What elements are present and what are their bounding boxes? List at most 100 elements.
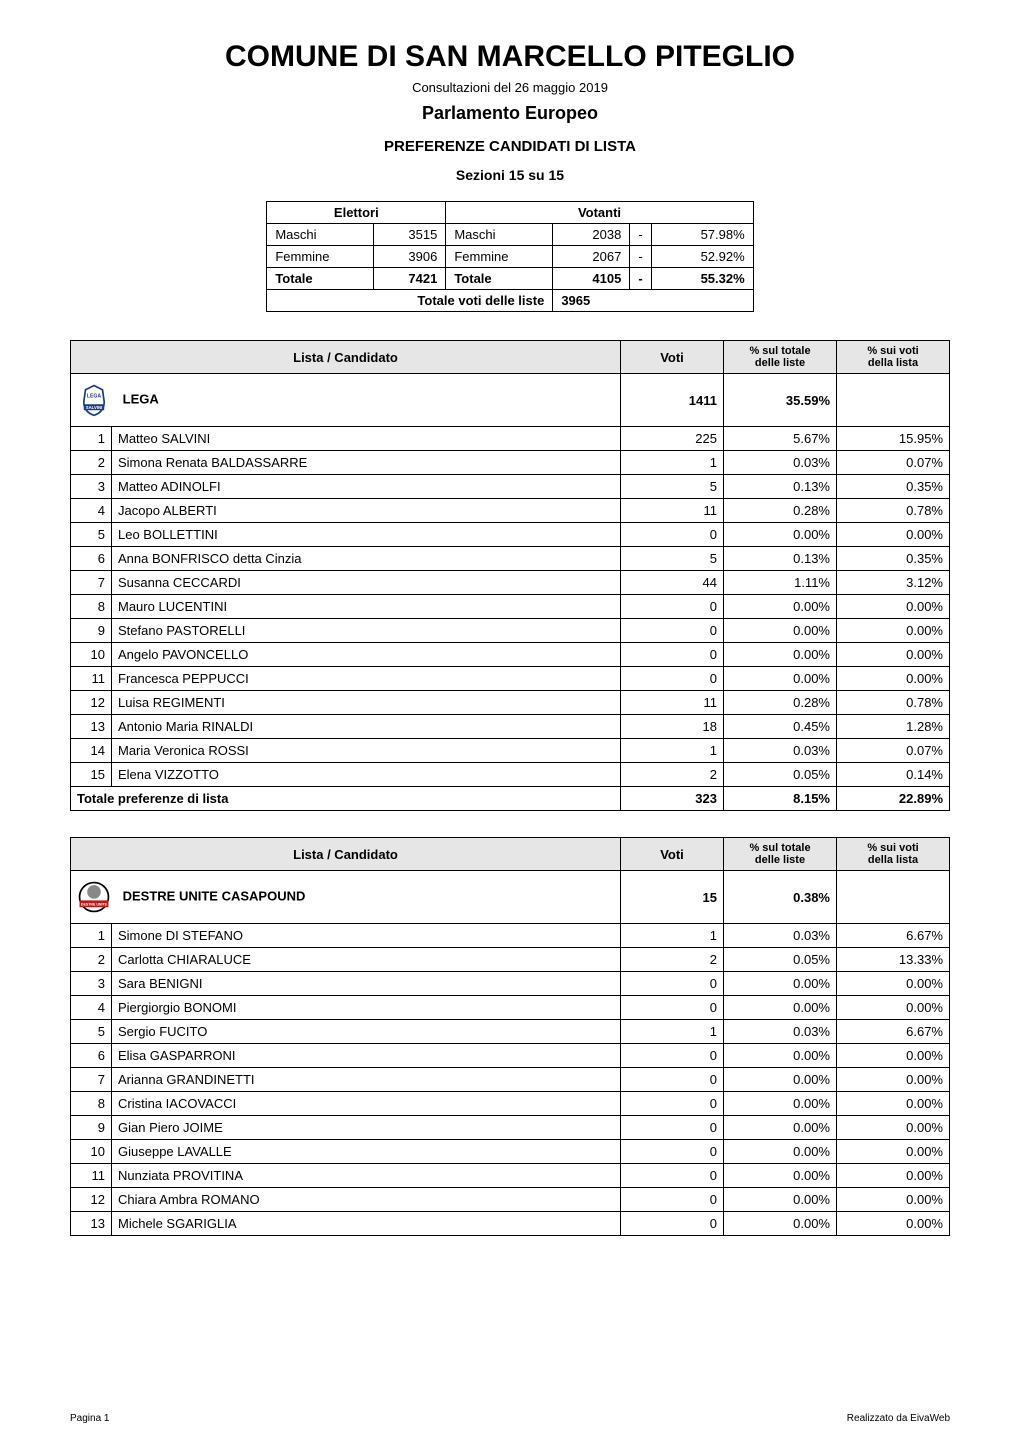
candidate-pct-totale: 0.05%: [724, 948, 837, 972]
candidate-voti: 44: [621, 571, 724, 595]
candidate-pct-totale: 0.00%: [724, 1068, 837, 1092]
candidate-pct-totale: 0.28%: [724, 499, 837, 523]
summary-cell: 7421: [374, 268, 446, 290]
candidate-voti: 0: [621, 972, 724, 996]
candidate-rank: 15: [71, 763, 112, 787]
candidate-name: Elena VIZZOTTO: [112, 763, 621, 787]
candidate-name: Angelo PAVONCELLO: [112, 643, 621, 667]
candidate-row: 12 Luisa REGIMENTI 11 0.28% 0.78%: [71, 691, 950, 715]
list-table: Lista / Candidato Voti % sul totaledelle…: [70, 340, 950, 811]
candidate-pct-totale: 0.00%: [724, 1116, 837, 1140]
candidate-name: Sergio FUCITO: [112, 1020, 621, 1044]
candidate-rank: 2: [71, 451, 112, 475]
candidate-row: 5 Sergio FUCITO 1 0.03% 6.67%: [71, 1020, 950, 1044]
candidate-row: 4 Piergiorgio BONOMI 0 0.00% 0.00%: [71, 996, 950, 1020]
candidate-voti: 0: [621, 1044, 724, 1068]
candidate-row: 2 Simona Renata BALDASSARRE 1 0.03% 0.07…: [71, 451, 950, 475]
candidate-row: 2 Carlotta CHIARALUCE 2 0.05% 13.33%: [71, 948, 950, 972]
list-pct-lista: [837, 374, 950, 427]
candidate-pct-totale: 0.13%: [724, 547, 837, 571]
candidate-name: Elisa GASPARRONI: [112, 1044, 621, 1068]
preferenze-heading: PREFERENZE CANDIDATI DI LISTA: [70, 138, 950, 155]
col-header-pct-lista: % sui votidella lista: [837, 341, 950, 374]
candidate-pct-lista: 0.78%: [837, 499, 950, 523]
candidate-pct-lista: 0.00%: [837, 1140, 950, 1164]
candidate-pct-totale: 0.03%: [724, 451, 837, 475]
candidate-name: Arianna GRANDINETTI: [112, 1068, 621, 1092]
candidate-name: Mauro LUCENTINI: [112, 595, 621, 619]
summary-cell: 3906: [374, 246, 446, 268]
summary-cell: Totale: [267, 268, 374, 290]
candidate-pct-lista: 0.00%: [837, 1044, 950, 1068]
candidate-pct-totale: 0.05%: [724, 763, 837, 787]
candidate-rank: 11: [71, 667, 112, 691]
candidate-row: 14 Maria Veronica ROSSI 1 0.03% 0.07%: [71, 739, 950, 763]
candidate-name: Susanna CECCARDI: [112, 571, 621, 595]
summary-body: Maschi 3515 Maschi 2038 - 57.98% Femmine…: [267, 224, 753, 312]
candidate-rank: 4: [71, 499, 112, 523]
list-name: DESTRE UNITE CASAPOUND: [123, 889, 306, 904]
candidate-pct-lista: 6.67%: [837, 1020, 950, 1044]
candidate-pct-lista: 0.00%: [837, 996, 950, 1020]
consultazioni-line: Consultazioni del 26 maggio 2019: [70, 80, 950, 95]
candidate-name: Matteo ADINOLFI: [112, 475, 621, 499]
list-pct-lista: [837, 871, 950, 924]
candidate-pct-lista: 0.07%: [837, 739, 950, 763]
candidate-pct-lista: 0.00%: [837, 667, 950, 691]
footer-page: Pagina 1: [70, 1413, 109, 1424]
candidate-pct-totale: 0.00%: [724, 523, 837, 547]
candidate-rank: 13: [71, 1212, 112, 1236]
candidate-name: Piergiorgio BONOMI: [112, 996, 621, 1020]
list-table: Lista / Candidato Voti % sul totaledelle…: [70, 837, 950, 1236]
summary-header-elettori: Elettori: [267, 202, 446, 224]
party-logo-icon: LEGA SALVINI: [77, 383, 111, 417]
candidate-rank: 12: [71, 1188, 112, 1212]
candidate-pct-totale: 5.67%: [724, 427, 837, 451]
candidate-name: Michele SGARIGLIA: [112, 1212, 621, 1236]
summary-cell: Femmine: [267, 246, 374, 268]
summary-cell: Maschi: [267, 224, 374, 246]
candidate-name: Stefano PASTORELLI: [112, 619, 621, 643]
candidate-row: 5 Leo BOLLETTINI 0 0.00% 0.00%: [71, 523, 950, 547]
candidate-voti: 1: [621, 451, 724, 475]
page: COMUNE DI SAN MARCELLO PITEGLIO Consulta…: [0, 0, 1020, 1442]
summary-table: Elettori Votanti Maschi 3515 Maschi 2038…: [266, 201, 753, 312]
candidate-name: Anna BONFRISCO detta Cinzia: [112, 547, 621, 571]
summary-cell: 4105: [553, 268, 630, 290]
candidate-row: 10 Giuseppe LAVALLE 0 0.00% 0.00%: [71, 1140, 950, 1164]
candidate-name: Cristina IACOVACCI: [112, 1092, 621, 1116]
candidate-rank: 7: [71, 571, 112, 595]
col-header-pct-totale: % sul totaledelle liste: [724, 341, 837, 374]
candidate-pct-lista: 0.00%: [837, 619, 950, 643]
candidate-pct-totale: 0.00%: [724, 667, 837, 691]
list-pct-totale: 0.38%: [724, 871, 837, 924]
candidate-rank: 10: [71, 1140, 112, 1164]
candidate-row: 12 Chiara Ambra ROMANO 0 0.00% 0.00%: [71, 1188, 950, 1212]
candidate-rank: 1: [71, 924, 112, 948]
candidate-rank: 9: [71, 619, 112, 643]
summary-cell: Totale: [446, 268, 553, 290]
list-voti: 1411: [621, 374, 724, 427]
candidate-pct-totale: 0.00%: [724, 619, 837, 643]
candidate-row: 7 Arianna GRANDINETTI 0 0.00% 0.00%: [71, 1068, 950, 1092]
candidate-row: 3 Matteo ADINOLFI 5 0.13% 0.35%: [71, 475, 950, 499]
candidate-name: Jacopo ALBERTI: [112, 499, 621, 523]
candidate-voti: 0: [621, 667, 724, 691]
candidate-pct-totale: 0.03%: [724, 924, 837, 948]
candidate-rank: 4: [71, 996, 112, 1020]
candidate-pct-totale: 0.00%: [724, 595, 837, 619]
candidate-row: 1 Matteo SALVINI 225 5.67% 15.95%: [71, 427, 950, 451]
candidate-voti: 0: [621, 619, 724, 643]
candidate-pct-lista: 0.00%: [837, 1212, 950, 1236]
candidate-pct-totale: 0.00%: [724, 1188, 837, 1212]
candidate-voti: 1: [621, 1020, 724, 1044]
candidate-pct-lista: 13.33%: [837, 948, 950, 972]
candidate-pct-lista: 0.00%: [837, 1116, 950, 1140]
candidate-pct-totale: 0.28%: [724, 691, 837, 715]
candidate-row: 10 Angelo PAVONCELLO 0 0.00% 0.00%: [71, 643, 950, 667]
list-name-cell: DESTRE UNITE DESTRE UNITE CASAPOUND: [71, 871, 621, 924]
svg-text:LEGA: LEGA: [87, 394, 101, 400]
candidate-pct-lista: 0.07%: [837, 451, 950, 475]
candidate-name: Simona Renata BALDASSARRE: [112, 451, 621, 475]
col-header-voti: Voti: [621, 341, 724, 374]
